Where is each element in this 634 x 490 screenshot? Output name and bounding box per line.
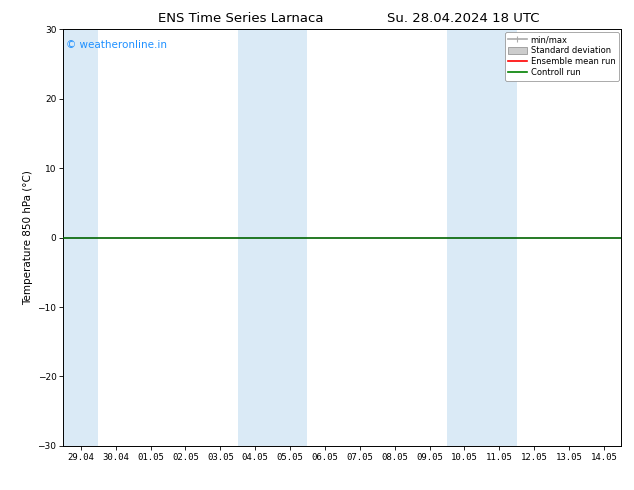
Y-axis label: Temperature 850 hPa (°C): Temperature 850 hPa (°C)	[23, 170, 34, 305]
Text: ENS Time Series Larnaca: ENS Time Series Larnaca	[158, 12, 324, 25]
Bar	[238, 29, 307, 446]
Bar	[447, 29, 517, 446]
Bar	[63, 29, 98, 446]
Legend: min/max, Standard deviation, Ensemble mean run, Controll run: min/max, Standard deviation, Ensemble me…	[505, 32, 619, 81]
Text: © weatheronline.in: © weatheronline.in	[66, 40, 167, 50]
Text: Su. 28.04.2024 18 UTC: Su. 28.04.2024 18 UTC	[387, 12, 539, 25]
